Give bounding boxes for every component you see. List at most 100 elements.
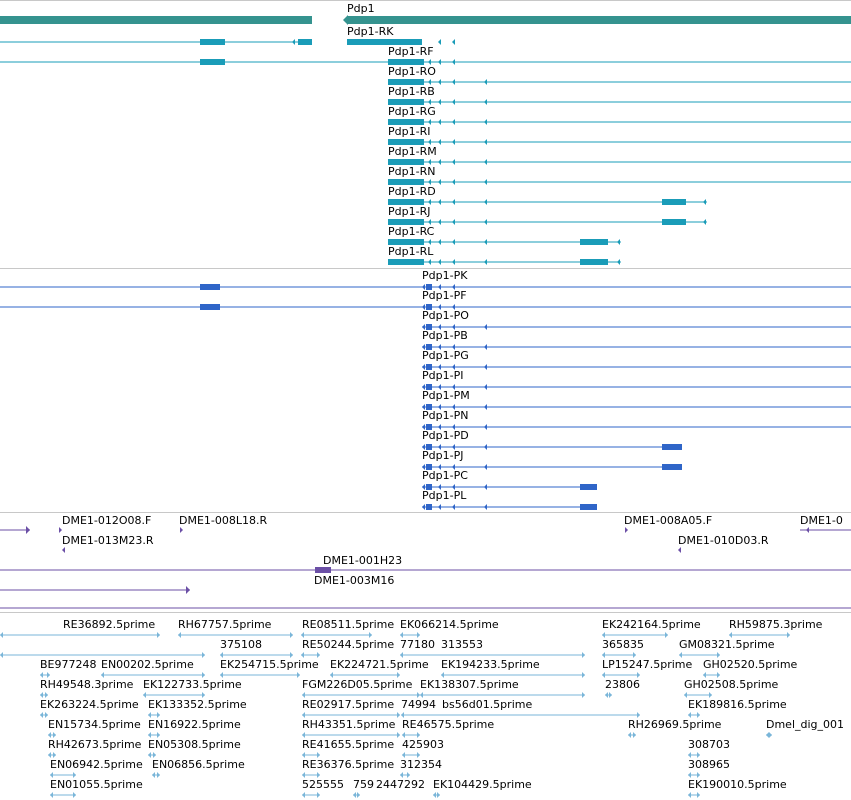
clone-label[interactable]: DME1-003M16	[314, 574, 395, 587]
est-label[interactable]: RH59875.3prime	[729, 618, 823, 631]
strand-arrow	[484, 259, 487, 265]
est-label[interactable]: EK122733.5prime	[143, 678, 242, 691]
est-arrow	[688, 792, 691, 798]
est-arrow	[684, 692, 687, 698]
clone-label[interactable]: DME1-0	[800, 514, 843, 527]
est-label[interactable]: EN01055.5prime	[50, 778, 143, 791]
clone-label[interactable]: DME1-013M23.R	[62, 534, 154, 547]
exon-block	[388, 199, 424, 205]
protein-label[interactable]: Pdp1-PN	[422, 409, 469, 422]
est-label[interactable]: RE50244.5prime	[302, 638, 395, 651]
est-label[interactable]: GM08321.5prime	[679, 638, 775, 651]
protein-label[interactable]: Pdp1-PB	[422, 329, 468, 342]
protein-label[interactable]: Pdp1-PK	[422, 269, 468, 282]
est-label[interactable]: GH02520.5prime	[703, 658, 798, 671]
est-label[interactable]: EK263224.5prime	[40, 698, 139, 711]
est-label[interactable]: 74994	[401, 698, 436, 711]
transcript-label[interactable]: Pdp1-RB	[388, 85, 435, 98]
est-label[interactable]: EN16922.5prime	[148, 718, 241, 731]
est-label[interactable]: EK189816.5prime	[688, 698, 787, 711]
transcript-label[interactable]: Pdp1-RC	[388, 225, 435, 238]
est-label[interactable]: 313553	[441, 638, 483, 651]
transcript-label[interactable]: Pdp1-RI	[388, 125, 431, 138]
est-label[interactable]: RE36892.5prime	[63, 618, 156, 631]
est-label[interactable]: 375108	[220, 638, 262, 651]
clone-label[interactable]: DME1-008L18.R	[179, 514, 268, 527]
gene-label[interactable]: Pdp1	[347, 2, 375, 15]
clone-label[interactable]: DME1-012O08.F	[62, 514, 152, 527]
protein-label[interactable]: Pdp1-PF	[422, 289, 467, 302]
protein-label[interactable]: Pdp1-PJ	[422, 449, 464, 462]
est-label[interactable]: 365835	[602, 638, 644, 651]
est-label[interactable]: LP15247.5prime	[602, 658, 693, 671]
est-label[interactable]: EK190010.5prime	[688, 778, 787, 791]
est-label[interactable]: 2447292	[376, 778, 425, 791]
est-label[interactable]: EK194233.5prime	[441, 658, 540, 671]
est-label[interactable]: 525555	[302, 778, 344, 791]
est-label[interactable]: RH42673.5prime	[48, 738, 142, 751]
strand-arrow	[484, 384, 487, 390]
est-label[interactable]: Dmel_dig_001	[766, 718, 845, 731]
est-label[interactable]: FGM226D05.5prime	[302, 678, 413, 691]
clone-label[interactable]: DME1-001H23	[323, 554, 403, 567]
protein-label[interactable]: Pdp1-PO	[422, 309, 469, 322]
est-label[interactable]: EN15734.5prime	[48, 718, 141, 731]
est-arrow	[157, 732, 160, 738]
transcript-label[interactable]: Pdp1-RN	[388, 165, 436, 178]
est-label[interactable]: 308965	[688, 758, 730, 771]
est-label[interactable]: RH43351.5prime	[302, 718, 396, 731]
transcript-label[interactable]: Pdp1-RD	[388, 185, 436, 198]
est-label[interactable]: RE46575.5prime	[402, 718, 495, 731]
strand-arrow	[438, 159, 441, 165]
est-label[interactable]: EK138307.5prime	[420, 678, 519, 691]
clone-label[interactable]: DME1-010D03.R	[678, 534, 769, 547]
transcript-label[interactable]: Pdp1-RG	[388, 105, 436, 118]
est-label[interactable]: 77180	[400, 638, 435, 651]
est-label[interactable]: RH49548.3prime	[40, 678, 134, 691]
est-label[interactable]: EN06856.5prime	[152, 758, 245, 771]
transcript-label[interactable]: Pdp1-RJ	[388, 205, 431, 218]
transcript-label[interactable]: Pdp1-RO	[388, 65, 436, 78]
est-label[interactable]: EK242164.5prime	[602, 618, 701, 631]
transcript-label[interactable]: Pdp1-RK	[347, 25, 394, 38]
est-label[interactable]: EN06942.5prime	[50, 758, 143, 771]
est-arrow	[397, 712, 400, 718]
est-arrow	[202, 692, 205, 698]
est-arrow	[301, 652, 304, 658]
est-label[interactable]: RE36376.5prime	[302, 758, 395, 771]
est-label[interactable]: EN00202.5prime	[101, 658, 194, 671]
protein-label[interactable]: Pdp1-PI	[422, 369, 464, 382]
clone-label[interactable]: DME1-008A05.F	[624, 514, 713, 527]
est-label[interactable]: 23806	[605, 678, 640, 691]
strand-arrow	[422, 404, 425, 410]
est-label[interactable]: EN05308.5prime	[148, 738, 241, 751]
est-label[interactable]: RH26969.5prime	[628, 718, 722, 731]
est-label[interactable]: RE02917.5prime	[302, 698, 395, 711]
est-arrow	[637, 672, 640, 678]
transcript-label[interactable]: Pdp1-RL	[388, 245, 434, 258]
est-label[interactable]: 312354	[400, 758, 442, 771]
transcript-label[interactable]: Pdp1-RF	[388, 45, 434, 58]
est-arrow	[602, 672, 605, 678]
est-label[interactable]: EK133352.5prime	[148, 698, 247, 711]
est-label[interactable]: EK254715.5prime	[220, 658, 319, 671]
protein-label[interactable]: Pdp1-PG	[422, 349, 469, 362]
protein-label[interactable]: Pdp1-PL	[422, 489, 467, 502]
est-label[interactable]: RE08511.5prime	[302, 618, 395, 631]
est-label[interactable]: EK224721.5prime	[330, 658, 429, 671]
est-label[interactable]: 759	[353, 778, 374, 791]
protein-label[interactable]: Pdp1-PM	[422, 389, 470, 402]
est-label[interactable]: GH02508.5prime	[684, 678, 779, 691]
est-label[interactable]: RE41655.5prime	[302, 738, 395, 751]
transcript-label[interactable]: Pdp1-RM	[388, 145, 437, 158]
protein-label[interactable]: Pdp1-PC	[422, 469, 468, 482]
est-label[interactable]: RH67757.5prime	[178, 618, 272, 631]
est-label[interactable]: EK104429.5prime	[433, 778, 532, 791]
est-label[interactable]: EK066214.5prime	[400, 618, 499, 631]
est-label[interactable]: 425903	[402, 738, 444, 751]
est-label[interactable]: bs56d01.5prime	[442, 698, 533, 711]
est-label[interactable]: 308703	[688, 738, 730, 751]
est-label[interactable]: BE977248	[40, 658, 97, 671]
protein-label[interactable]: Pdp1-PD	[422, 429, 469, 442]
est-arrow	[397, 672, 400, 678]
